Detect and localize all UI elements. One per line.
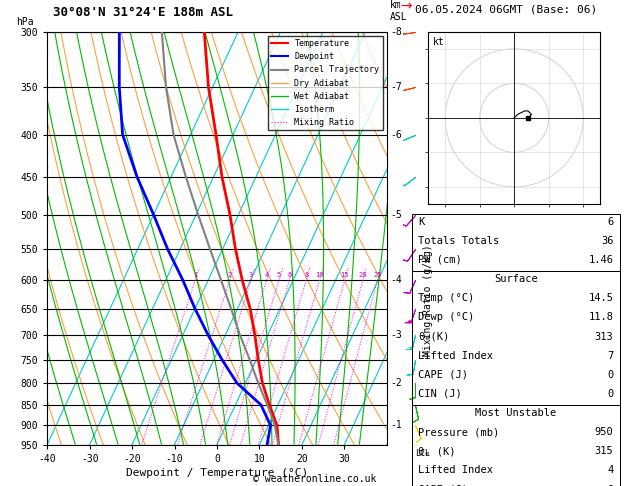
Text: kt: kt [433, 37, 445, 47]
Text: K: K [418, 217, 425, 226]
Text: -7: -7 [390, 82, 402, 92]
Text: Lifted Index: Lifted Index [418, 351, 493, 361]
Text: 20: 20 [359, 272, 367, 278]
Text: 0: 0 [607, 485, 613, 486]
Text: 950: 950 [594, 427, 613, 437]
Text: Temp (°C): Temp (°C) [418, 293, 474, 303]
Text: θₑ (K): θₑ (K) [418, 446, 456, 456]
Text: © weatheronline.co.uk: © weatheronline.co.uk [253, 473, 376, 484]
Text: 315: 315 [594, 446, 613, 456]
X-axis label: Dewpoint / Temperature (°C): Dewpoint / Temperature (°C) [126, 468, 308, 478]
Bar [412, 405, 620, 486]
Text: -2: -2 [390, 378, 402, 388]
Text: Lifted Index: Lifted Index [418, 466, 493, 475]
Text: Surface: Surface [494, 274, 538, 284]
Text: 06.05.2024 06GMT (Base: 06): 06.05.2024 06GMT (Base: 06) [415, 4, 598, 15]
Text: -6: -6 [390, 130, 402, 139]
Text: 4: 4 [264, 272, 269, 278]
Bar [412, 214, 620, 271]
Text: 313: 313 [594, 331, 613, 342]
Text: 0: 0 [607, 370, 613, 380]
Text: 6: 6 [607, 217, 613, 226]
Text: 6: 6 [287, 272, 292, 278]
Text: 36: 36 [601, 236, 613, 246]
Legend: Temperature, Dewpoint, Parcel Trajectory, Dry Adiabat, Wet Adiabat, Isotherm, Mi: Temperature, Dewpoint, Parcel Trajectory… [268, 36, 382, 130]
Text: 1.46: 1.46 [588, 255, 613, 265]
Text: -5: -5 [390, 209, 402, 220]
Text: 10: 10 [315, 272, 324, 278]
Text: 14.5: 14.5 [588, 293, 613, 303]
Text: hPa: hPa [16, 17, 33, 27]
Text: Dewp (°C): Dewp (°C) [418, 312, 474, 322]
Text: -1: -1 [390, 420, 402, 430]
Text: CIN (J): CIN (J) [418, 389, 462, 399]
Text: 2: 2 [228, 272, 232, 278]
Text: Mixing Ratio (g/kg): Mixing Ratio (g/kg) [423, 244, 433, 356]
Text: km
ASL: km ASL [390, 0, 408, 22]
Text: 7: 7 [607, 351, 613, 361]
Text: 8: 8 [304, 272, 308, 278]
Text: -8: -8 [390, 27, 402, 36]
Text: -4: -4 [390, 275, 402, 285]
Text: 30°08'N 31°24'E 188m ASL: 30°08'N 31°24'E 188m ASL [53, 6, 233, 19]
Text: 5: 5 [277, 272, 281, 278]
Text: -3: -3 [390, 330, 402, 340]
Text: Pressure (mb): Pressure (mb) [418, 427, 499, 437]
Text: 3: 3 [249, 272, 253, 278]
Text: 0: 0 [607, 389, 613, 399]
Text: PW (cm): PW (cm) [418, 255, 462, 265]
Text: Most Unstable: Most Unstable [475, 408, 557, 418]
Text: CAPE (J): CAPE (J) [418, 370, 468, 380]
Text: Totals Totals: Totals Totals [418, 236, 499, 246]
Text: LCL: LCL [415, 449, 430, 458]
Text: 15: 15 [340, 272, 349, 278]
Text: 1: 1 [193, 272, 198, 278]
Text: 25: 25 [373, 272, 382, 278]
Text: 11.8: 11.8 [588, 312, 613, 322]
Text: CAPE (J): CAPE (J) [418, 485, 468, 486]
Text: θₑ(K): θₑ(K) [418, 331, 450, 342]
Text: →: → [401, 0, 412, 13]
Bar [412, 271, 620, 405]
Text: 4: 4 [607, 466, 613, 475]
